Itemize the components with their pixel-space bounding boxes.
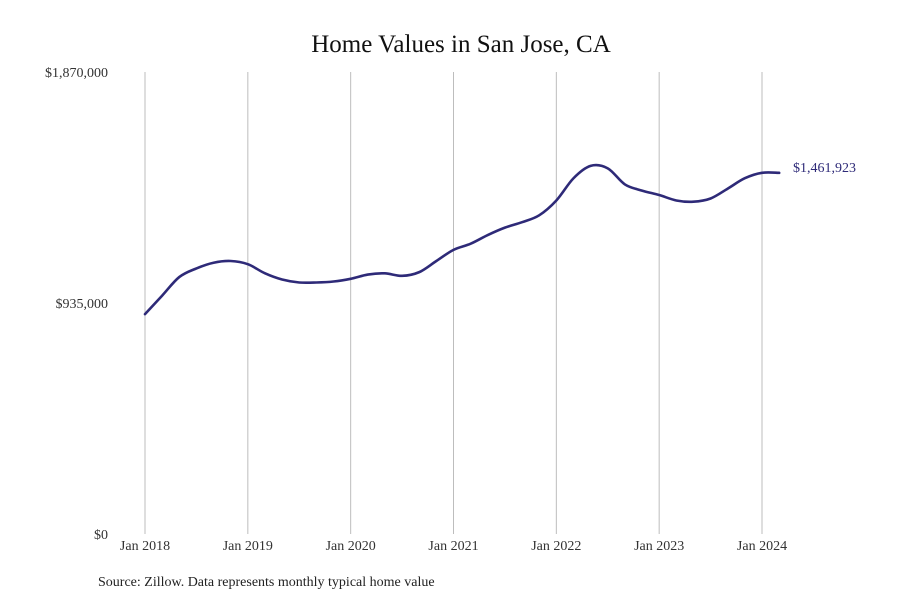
y-tick-label: $1,870,000 bbox=[45, 66, 108, 81]
x-tick-label: Jan 2020 bbox=[326, 539, 376, 554]
x-tick-label: Jan 2022 bbox=[531, 539, 581, 554]
last-value-label: $1,461,923 bbox=[793, 161, 856, 176]
y-axis-ticks: $0 $935,000 $1,870,000 bbox=[45, 66, 108, 543]
x-tick-label: Jan 2024 bbox=[737, 539, 787, 554]
y-tick-label: $935,000 bbox=[56, 297, 109, 312]
x-axis-ticks: Jan 2018 Jan 2019 Jan 2020 Jan 2021 Jan 2022… bbox=[120, 539, 787, 554]
x-tick-label: Jan 2019 bbox=[223, 539, 273, 554]
x-tick-label: Jan 2023 bbox=[634, 539, 684, 554]
x-tick-label: Jan 2018 bbox=[120, 539, 170, 554]
source-note: Source: Zillow. Data represents monthly … bbox=[98, 575, 435, 590]
x-tick-label: Jan 2021 bbox=[428, 539, 478, 554]
y-tick-label: $0 bbox=[94, 528, 108, 543]
chart-title: Home Values in San Jose, CA bbox=[311, 31, 611, 58]
gridlines bbox=[144, 72, 763, 534]
home-value-line bbox=[143, 163, 781, 316]
